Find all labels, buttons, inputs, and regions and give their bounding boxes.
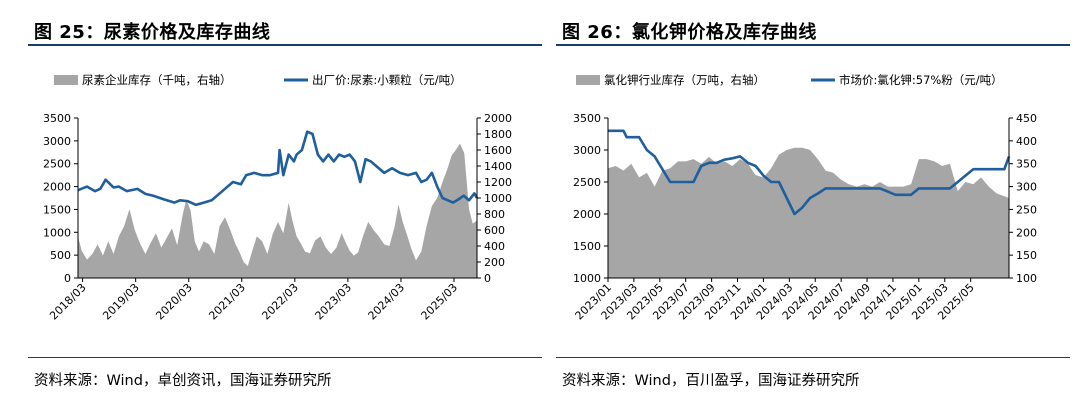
- chart-legend: 氯化钾行业库存（万吨，右轴） 市场价:氯化钾:57%粉（元/吨）: [576, 73, 1003, 87]
- source-note: 资料来源：Wind，百川盈孚，国海证券研究所: [562, 373, 860, 389]
- legend-label-area: 氯化钾行业库存（万吨，右轴）: [604, 73, 765, 87]
- y-right-tick-label: 350: [1016, 158, 1037, 171]
- price-line: [608, 129, 1011, 216]
- legend-swatch-area: [54, 75, 78, 85]
- figure-title: 图 26：氯化钾价格及库存曲线: [562, 22, 817, 43]
- source-rule: [28, 357, 542, 358]
- price-line: [77, 130, 479, 207]
- x-tick-label: 2023/03: [313, 281, 355, 323]
- y-right-tick-label: 1600: [484, 144, 512, 157]
- legend-swatch-area: [576, 75, 600, 85]
- y-right-tick-label: 200: [484, 256, 505, 269]
- y-left-tick-label: 2500: [573, 176, 601, 189]
- source-note: 资料来源：Wind，卓创资讯，国海证券研究所: [34, 373, 332, 389]
- legend-label-line: 市场价:氯化钾:57%粉（元/吨）: [839, 73, 1003, 87]
- figure-title: 图 25：尿素价格及库存曲线: [34, 22, 271, 43]
- y-left-tick-label: 2500: [43, 158, 71, 171]
- y-right-tick-label: 800: [484, 208, 505, 221]
- inventory-area: [608, 147, 1009, 278]
- y-left-tick-label: 1500: [573, 240, 601, 253]
- title-rule: [28, 44, 542, 46]
- y-right-tick-label: 450: [1016, 112, 1037, 125]
- y-right-tick-label: 1400: [484, 160, 512, 173]
- x-tick-label: 2021/03: [206, 281, 248, 323]
- legend-label-line: 出厂价:尿素:小颗粒（元/吨）: [312, 73, 462, 87]
- y-right-tick-label: 200: [1016, 226, 1037, 239]
- y-left-tick-label: 3500: [43, 112, 71, 125]
- y-right-tick-label: 300: [1016, 181, 1037, 194]
- y-left-tick-label: 0: [64, 272, 71, 285]
- y-right-tick-label: 0: [484, 272, 491, 285]
- x-tick-label: 2020/03: [153, 281, 195, 323]
- chart-legend: 尿素企业库存（千吨，右轴） 出厂价:尿素:小颗粒（元/吨）: [54, 73, 462, 87]
- y-left-tick-label: 1000: [43, 226, 71, 239]
- x-tick-label: 2022/03: [259, 281, 301, 323]
- y-right-tick-label: 100: [1016, 272, 1037, 285]
- x-tick-label: 2024/03: [366, 281, 408, 323]
- y-left-tick-label: 1500: [43, 203, 71, 216]
- urea-chart: 尿素企业库存（千吨，右轴） 出厂价:尿素:小颗粒（元/吨） 0 500 1000 1500…: [43, 73, 512, 323]
- y-left-tick-label: 3000: [43, 135, 71, 148]
- x-tick-label: 2019/03: [100, 281, 142, 323]
- x-tick-label: 2025/03: [419, 281, 461, 323]
- y-right-tick-label: 150: [1016, 249, 1037, 262]
- y-right-tick-label: 1000: [484, 192, 512, 205]
- y-left-tick-label: 3000: [573, 144, 601, 157]
- y-right-tick-label: 400: [484, 240, 505, 253]
- y-left-tick-label: 500: [50, 249, 71, 262]
- y-right-tick-label: 1800: [484, 128, 512, 141]
- y-left-tick-label: 2000: [573, 208, 601, 221]
- y-left-tick-label: 2000: [43, 181, 71, 194]
- y-left-tick-label: 1000: [573, 272, 601, 285]
- y-right-tick-label: 400: [1016, 135, 1037, 148]
- source-rule: [556, 357, 1070, 358]
- y-left-tick-label: 3500: [573, 112, 601, 125]
- x-tick-label: 2018/03: [47, 281, 89, 323]
- y-right-tick-label: 1200: [484, 176, 512, 189]
- title-rule: [556, 44, 1070, 46]
- figure-panel-potash: 图 26：氯化钾价格及库存曲线 氯化钾行业库存（万吨，右轴） 市场价:氯化钾:57…: [556, 0, 1080, 413]
- figure-panel-urea: 图 25：尿素价格及库存曲线 尿素企业库存（千吨，右轴） 出厂价:尿素:小颗粒（元…: [28, 0, 553, 413]
- y-right-tick-label: 250: [1016, 203, 1037, 216]
- legend-label-area: 尿素企业库存（千吨，右轴）: [82, 73, 232, 87]
- y-right-tick-label: 2000: [484, 112, 512, 125]
- potash-chart: 氯化钾行业库存（万吨，右轴） 市场价:氯化钾:57%粉（元/吨） 1000 1500 2…: [573, 73, 1037, 322]
- inventory-area: [78, 143, 477, 278]
- y-right-tick-label: 600: [484, 224, 505, 237]
